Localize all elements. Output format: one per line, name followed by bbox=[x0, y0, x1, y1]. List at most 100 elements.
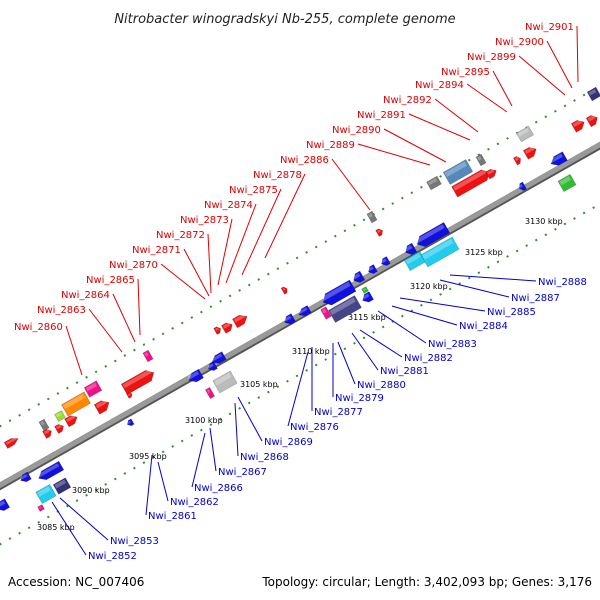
reverse-gene-label: Nwi_2881 bbox=[380, 366, 429, 377]
reverse-gene-label: Nwi_2884 bbox=[459, 321, 508, 332]
forward-gene-glyph bbox=[42, 428, 52, 439]
forward-gene-label: Nwi_2901 bbox=[525, 22, 574, 33]
reverse-gene-glyph bbox=[380, 256, 391, 267]
forward-gene-label: Nwi_2863 bbox=[37, 305, 86, 316]
forward-label-leader bbox=[65, 325, 83, 376]
forward-gene-glyph bbox=[93, 399, 110, 415]
reverse-gene-glyph bbox=[361, 286, 369, 294]
reverse-label-leader bbox=[209, 427, 217, 472]
reverse-gene-label: Nwi_2887 bbox=[511, 293, 560, 304]
reverse-gene-label: Nwi_2879 bbox=[335, 393, 384, 404]
reverse-gene-glyph bbox=[20, 471, 32, 483]
reverse-gene-glyph bbox=[586, 86, 600, 102]
forward-label-leader bbox=[217, 218, 233, 286]
forward-gene-glyph bbox=[366, 210, 378, 224]
reverse-label-leader bbox=[351, 332, 379, 371]
forward-gene-glyph bbox=[522, 146, 537, 160]
reverse-gene-glyph bbox=[518, 181, 527, 191]
reverse-gene-label: Nwi_2880 bbox=[357, 380, 406, 391]
forward-gene-glyph bbox=[83, 380, 103, 398]
forward-dot-track bbox=[0, 85, 600, 428]
forward-gene-label: Nwi_2860 bbox=[14, 322, 63, 333]
forward-genes bbox=[3, 115, 598, 449]
reverse-gene-glyph bbox=[52, 477, 72, 495]
reverse-label-leader bbox=[59, 497, 109, 541]
reverse-gene-label: Nwi_2869 bbox=[264, 437, 313, 448]
forward-gene-glyph bbox=[232, 314, 248, 329]
reverse-gene-label: Nwi_2876 bbox=[290, 422, 339, 433]
forward-gene-glyph bbox=[516, 125, 534, 143]
forward-gene-glyph bbox=[485, 168, 497, 180]
forward-label-leader bbox=[546, 40, 573, 89]
reverse-gene-glyph bbox=[212, 370, 238, 394]
reverse-gene-glyph bbox=[35, 483, 57, 505]
forward-gene-glyph bbox=[585, 115, 598, 128]
genome-title: Nitrobacter winogradskyi Nb-255, complet… bbox=[114, 12, 455, 27]
scale-tick-label: 3085 kbp bbox=[37, 523, 75, 532]
forward-gene-glyph bbox=[54, 410, 66, 422]
reverse-gene-glyph bbox=[187, 368, 204, 383]
reverse-gene-glyph bbox=[352, 270, 366, 283]
forward-gene-glyph bbox=[442, 159, 474, 185]
forward-gene-glyph bbox=[475, 153, 487, 167]
forward-gene-glyph bbox=[38, 418, 50, 432]
reverse-gene-glyph bbox=[211, 351, 227, 364]
reverse-gene-label: Nwi_2888 bbox=[538, 277, 587, 288]
forward-gene-glyph bbox=[280, 286, 288, 295]
scale-tick-label: 3130 kbp bbox=[525, 217, 563, 226]
scale-tick-label: 3120 kbp bbox=[410, 282, 448, 291]
reverse-gene-glyph bbox=[207, 361, 218, 372]
reverse-gene-glyph bbox=[361, 291, 374, 303]
forward-label-leader bbox=[241, 188, 282, 276]
reverse-gene-glyph bbox=[328, 295, 362, 323]
reverse-gene-glyph bbox=[37, 460, 65, 481]
reverse-gene-label: Nwi_2883 bbox=[428, 339, 477, 350]
forward-gene-label: Nwi_2865 bbox=[86, 275, 135, 286]
forward-label-leader bbox=[518, 55, 566, 96]
forward-label-leader bbox=[383, 128, 447, 163]
reverse-gene-label: Nwi_2852 bbox=[88, 551, 137, 562]
reverse-gene-glyph bbox=[549, 151, 568, 166]
forward-gene-label: Nwi_2895 bbox=[441, 67, 490, 78]
forward-label-leader bbox=[331, 158, 371, 211]
reverse-label-leader bbox=[191, 432, 206, 488]
reverse-label-leader bbox=[234, 402, 239, 457]
reverse-gene-label: Nwi_2877 bbox=[314, 407, 363, 418]
reverse-gene-glyph bbox=[204, 387, 216, 399]
forward-gene-label: Nwi_2899 bbox=[467, 52, 516, 63]
reverse-label-leader bbox=[391, 305, 458, 326]
forward-gene-labels: Nwi_2860 Nwi_2863 Nwi_2864 Nwi_2865 Nwi_2870… bbox=[14, 22, 579, 376]
forward-gene-label: Nwi_2892 bbox=[383, 95, 432, 106]
forward-label-leader bbox=[466, 83, 508, 113]
reverse-label-leader bbox=[337, 341, 356, 385]
forward-gene-label: Nwi_2870 bbox=[109, 260, 158, 271]
forward-gene-glyph bbox=[320, 306, 332, 320]
forward-gene-label: Nwi_2873 bbox=[180, 215, 229, 226]
reverse-gene-glyph bbox=[127, 418, 135, 427]
reverse-gene-glyph bbox=[404, 242, 418, 255]
reverse-label-leader bbox=[287, 351, 309, 427]
forward-gene-label: Nwi_2889 bbox=[306, 140, 355, 151]
reverse-label-leader bbox=[377, 310, 427, 344]
reverse-gene-labels: Nwi_2852 Nwi_2853 Nwi_2861 Nwi_2862 Nwi_2866… bbox=[51, 274, 587, 562]
reverse-label-leader bbox=[157, 461, 169, 502]
forward-label-leader bbox=[434, 98, 479, 133]
reverse-gene-glyph bbox=[298, 305, 312, 317]
forward-gene-label: Nwi_2878 bbox=[253, 170, 302, 181]
forward-gene-label: Nwi_2872 bbox=[156, 230, 205, 241]
forward-gene-glyph bbox=[126, 392, 133, 399]
reverse-gene-label: Nwi_2862 bbox=[170, 497, 219, 508]
reverse-label-leader bbox=[237, 396, 263, 442]
reverse-label-leader bbox=[439, 279, 510, 298]
reverse-gene-label: Nwi_2882 bbox=[404, 353, 453, 364]
reverse-label-leader bbox=[399, 297, 486, 312]
reverse-label-leader bbox=[449, 274, 537, 282]
forward-label-leader bbox=[264, 173, 306, 259]
forward-label-leader bbox=[225, 203, 257, 284]
forward-gene-glyph bbox=[570, 119, 585, 133]
scale-tick-label: 3100 kbp bbox=[185, 416, 223, 425]
forward-gene-glyph bbox=[142, 349, 154, 363]
reverse-gene-label: Nwi_2853 bbox=[110, 536, 159, 547]
forward-gene-glyph bbox=[3, 437, 19, 449]
